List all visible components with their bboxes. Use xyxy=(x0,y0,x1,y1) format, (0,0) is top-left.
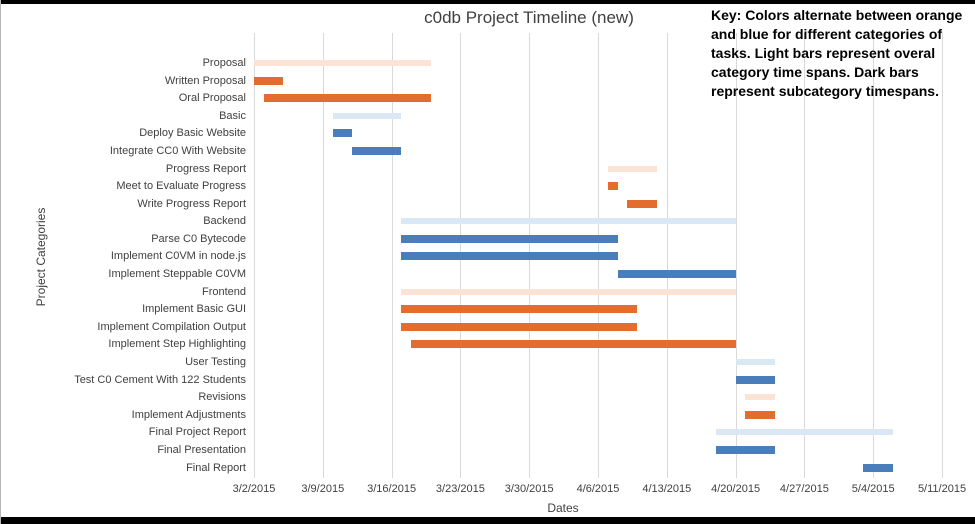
category-label: Parse C0 Bytecode xyxy=(151,232,246,245)
category-label: Implement Adjustments xyxy=(131,408,246,421)
task-bar xyxy=(401,234,618,243)
gridline xyxy=(873,33,875,478)
x-tick-label: 3/16/2015 xyxy=(367,483,417,495)
gridline xyxy=(254,33,255,478)
category-label: Written Proposal xyxy=(164,74,246,87)
category-label: Integrate CC0 With Website xyxy=(109,144,246,157)
category-label: Test C0 Cement With 122 Students xyxy=(74,373,246,386)
task-bar xyxy=(332,129,353,138)
task-bar xyxy=(332,112,402,119)
y-axis-title: Project Categories xyxy=(34,207,48,307)
x-tick-label: 4/20/2015 xyxy=(711,483,761,495)
category-label: Final Project Report xyxy=(148,426,246,439)
task-bar xyxy=(715,445,775,454)
x-tick-label: 5/11/2015 xyxy=(917,483,967,495)
task-bar xyxy=(254,76,284,85)
x-axis-title: Dates xyxy=(547,501,579,515)
task-bar xyxy=(401,252,618,261)
category-label: User Testing xyxy=(185,356,246,369)
task-bar xyxy=(745,410,775,419)
task-bar xyxy=(263,94,431,103)
x-tick-label: 4/6/2015 xyxy=(576,483,620,495)
x-tick-label: 3/2/2015 xyxy=(232,483,276,495)
task-bar xyxy=(411,340,736,349)
category-label: Implement Compilation Output xyxy=(97,320,246,333)
category-label: Meet to Evaluate Progress xyxy=(116,180,246,193)
x-tick-label: 4/27/2015 xyxy=(779,483,829,495)
category-label: Proposal xyxy=(202,57,246,69)
gridline xyxy=(391,33,393,478)
top-black-strip xyxy=(1,0,975,4)
category-label: Deploy Basic Website xyxy=(139,127,246,140)
task-bar xyxy=(352,146,402,155)
gridline xyxy=(735,33,737,478)
category-label: Progress Report xyxy=(165,162,246,175)
category-label: Write Progress Report xyxy=(137,197,246,210)
category-label: Oral Proposal xyxy=(178,92,246,105)
category-label: Implement Step Highlighting xyxy=(108,338,246,351)
category-label: Revisions xyxy=(198,391,246,404)
category-label: Final Report xyxy=(186,461,246,474)
task-bar xyxy=(401,305,638,314)
category-label: Implement C0VM in node.js xyxy=(110,250,246,263)
x-tick-label: 3/9/2015 xyxy=(301,483,345,495)
gridline xyxy=(942,33,943,478)
gridline xyxy=(666,33,668,478)
key-note-text: Key: Colors alternate between orange and… xyxy=(711,7,963,99)
category-label: Frontend xyxy=(201,285,246,298)
chart-title: c0db Project Timeline (new) xyxy=(424,8,634,27)
task-bar xyxy=(735,359,775,366)
task-bar xyxy=(715,429,893,436)
task-bar xyxy=(607,165,657,172)
task-bar xyxy=(254,60,431,66)
category-label: Basic xyxy=(219,109,246,122)
task-bar xyxy=(607,182,618,191)
task-bar xyxy=(401,218,736,225)
gridline xyxy=(804,33,806,478)
category-label: Backend xyxy=(203,215,246,228)
bottom-black-strip xyxy=(1,517,975,524)
task-bar xyxy=(401,322,638,331)
task-bar xyxy=(617,270,736,279)
x-tick-label: 3/30/2015 xyxy=(504,483,554,495)
x-tick-label: 5/4/2015 xyxy=(851,483,895,495)
x-tick-label: 3/23/2015 xyxy=(435,483,485,495)
task-bar xyxy=(863,463,893,472)
gridline xyxy=(322,33,324,478)
category-label: Implement Basic GUI xyxy=(142,303,246,316)
x-tick-label: 4/13/2015 xyxy=(642,483,692,495)
task-bar xyxy=(627,199,657,208)
task-bar xyxy=(745,394,775,401)
task-bar xyxy=(735,375,775,384)
category-label: Final Presentation xyxy=(157,443,246,456)
category-label: Implement Steppable C0VM xyxy=(108,268,246,281)
task-bar xyxy=(401,288,736,295)
